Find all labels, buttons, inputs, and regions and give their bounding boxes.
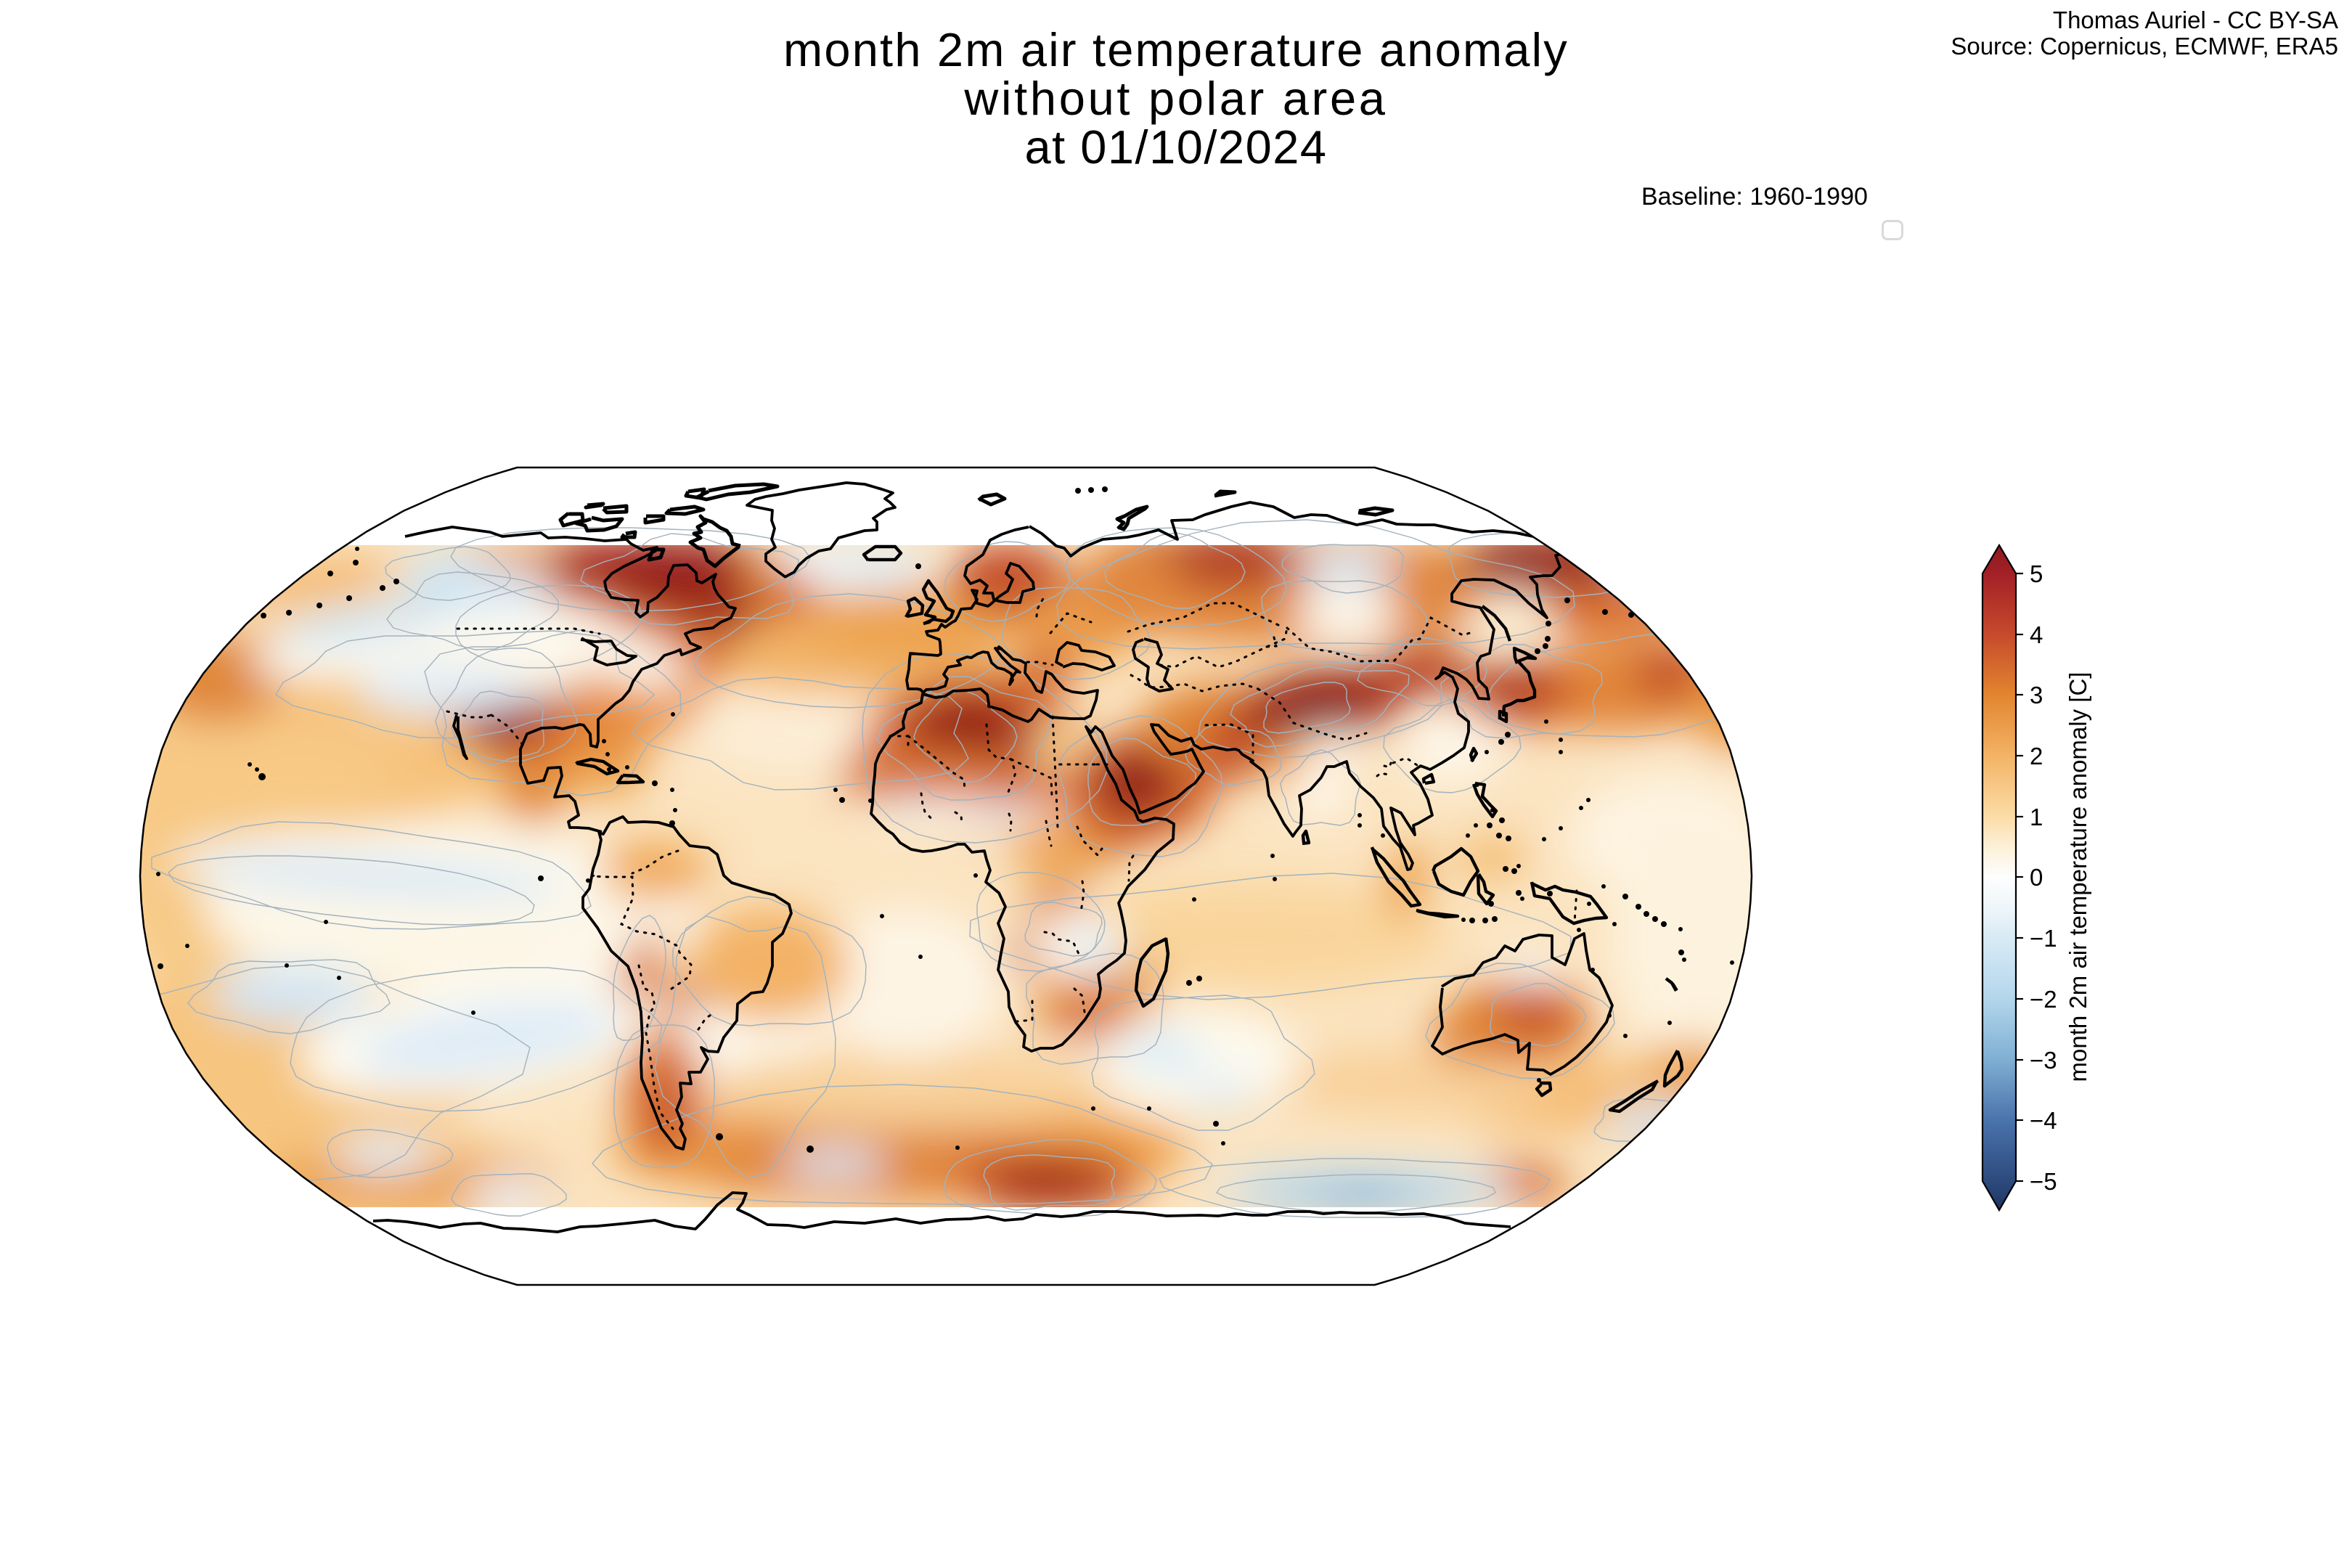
svg-text:2: 2 bbox=[2030, 743, 2043, 769]
svg-text:3: 3 bbox=[2030, 682, 2043, 709]
svg-text:1: 1 bbox=[2030, 804, 2043, 830]
svg-text:5: 5 bbox=[2030, 560, 2043, 587]
svg-text:4: 4 bbox=[2030, 621, 2043, 648]
svg-text:−5: −5 bbox=[2030, 1168, 2057, 1195]
svg-text:−4: −4 bbox=[2030, 1107, 2057, 1134]
svg-text:month 2m air temperature anoma: month 2m air temperature anomaly [C] bbox=[2065, 672, 2091, 1082]
svg-text:0: 0 bbox=[2030, 864, 2043, 891]
svg-text:−3: −3 bbox=[2030, 1047, 2057, 1074]
svg-text:−2: −2 bbox=[2030, 986, 2057, 1013]
svg-text:−1: −1 bbox=[2030, 925, 2057, 952]
